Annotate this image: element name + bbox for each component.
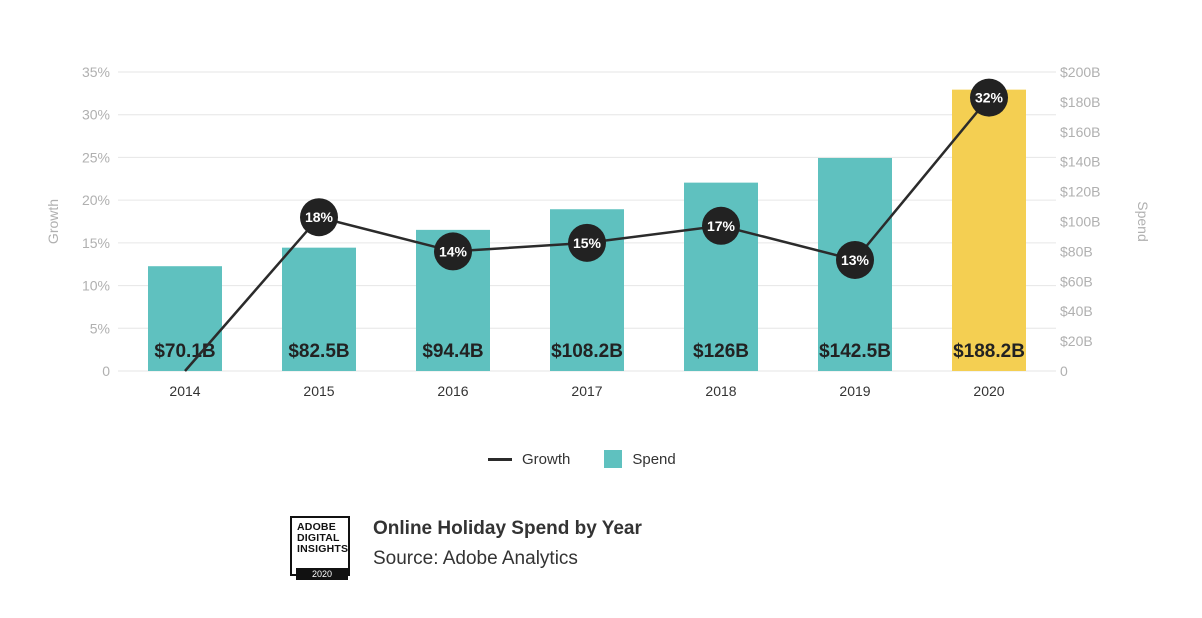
bar [282, 247, 356, 371]
badge-year: 2020 [296, 568, 348, 580]
y-tick-label: 20% [82, 192, 110, 208]
bar-value-label: $142.5B [819, 341, 891, 362]
y-tick-label: 25% [82, 149, 110, 165]
y-tick-label: 0 [102, 363, 110, 379]
x-tick-label: 2018 [705, 383, 736, 399]
chart: 0 5% 10% 15% 20% 25% 30% 35% 0 $20B $40B $60B $80B $1… [45, 64, 1151, 399]
growth-label: 14% [439, 243, 468, 259]
x-tick-label: 2019 [839, 383, 870, 399]
badge-line-1: ADOBE [297, 521, 336, 533]
bar-value-label: $82.5B [288, 341, 349, 362]
y2-axis-title: Spend [1135, 201, 1151, 241]
badge-line-3: INSIGHTS [297, 543, 349, 555]
chart-title: Online Holiday Spend by Year [373, 518, 642, 539]
growth-point [568, 223, 606, 262]
legend-growth-line [488, 457, 512, 461]
badge-frame: ADOBE DIGITAL INSIGHTS 2020 [290, 516, 350, 580]
chart-source: Source: Adobe Analytics [373, 548, 578, 569]
y-tick-label: 5% [90, 320, 110, 336]
adobe-digital-insights-logo: ADOBE DIGITAL INSIGHTS 2020 [290, 516, 350, 580]
x-tick-label: 2015 [303, 383, 334, 399]
y2-tick-label: $80B [1060, 243, 1093, 259]
legend-growth-label: Growth [522, 450, 571, 468]
growth-point [434, 232, 472, 271]
legend: Growth Spend [488, 450, 676, 468]
y-tick-label: 35% [82, 64, 110, 80]
x-tick-label: 2016 [437, 383, 468, 399]
bar-value-label: $108.2B [551, 341, 623, 362]
growth-label: 32% [975, 90, 1004, 106]
legend-spend-swatch [604, 450, 623, 468]
x-tick-label: 2020 [973, 383, 1004, 399]
y2-tick-label: 0 [1060, 363, 1068, 379]
legend-growth: Growth [488, 451, 570, 468]
bar-value-label: $70.1B [154, 341, 215, 362]
x-tick-label: 2014 [169, 383, 200, 399]
bar [148, 266, 222, 371]
y-tick-label: 30% [82, 107, 110, 123]
y2-tick-label: $140B [1060, 154, 1100, 170]
y-axis-title: Growth [45, 199, 61, 244]
growth-point [300, 198, 338, 237]
bar [952, 89, 1026, 372]
bar-value-label: $126B [693, 341, 749, 362]
y2-tick-label: $100B [1060, 214, 1100, 230]
y2-tick-label: $200B [1060, 64, 1100, 80]
growth-point [836, 240, 874, 279]
growth-point [970, 78, 1008, 117]
x-tick-label: 2017 [571, 383, 602, 399]
y-tick-label: 10% [82, 278, 110, 294]
badge-line-2: DIGITAL [297, 532, 340, 544]
growth-label: 18% [305, 209, 334, 225]
badge-text: ADOBE DIGITAL INSIGHTS [297, 522, 348, 555]
y2-tick-label: $20B [1060, 333, 1093, 349]
y2-tick-label: $160B [1060, 124, 1100, 140]
growth-label: 17% [707, 218, 736, 234]
growth-label: 15% [573, 235, 602, 251]
growth-point [702, 206, 740, 245]
growth-label: 13% [841, 252, 870, 268]
legend-spend-label: Spend [632, 450, 676, 468]
y-tick-label: 15% [82, 235, 110, 251]
y2-tick-label: $180B [1060, 94, 1100, 110]
y2-tick-label: $40B [1060, 303, 1093, 319]
bar-value-label: $188.2B [953, 341, 1025, 362]
footer-text: Online Holiday Spend by Year Source: Ado… [373, 518, 642, 570]
bar-value-label: $94.4B [422, 341, 483, 362]
y2-tick-label: $60B [1060, 273, 1093, 289]
legend-spend: Spend [580, 450, 676, 468]
y2-tick-label: $120B [1060, 184, 1100, 200]
